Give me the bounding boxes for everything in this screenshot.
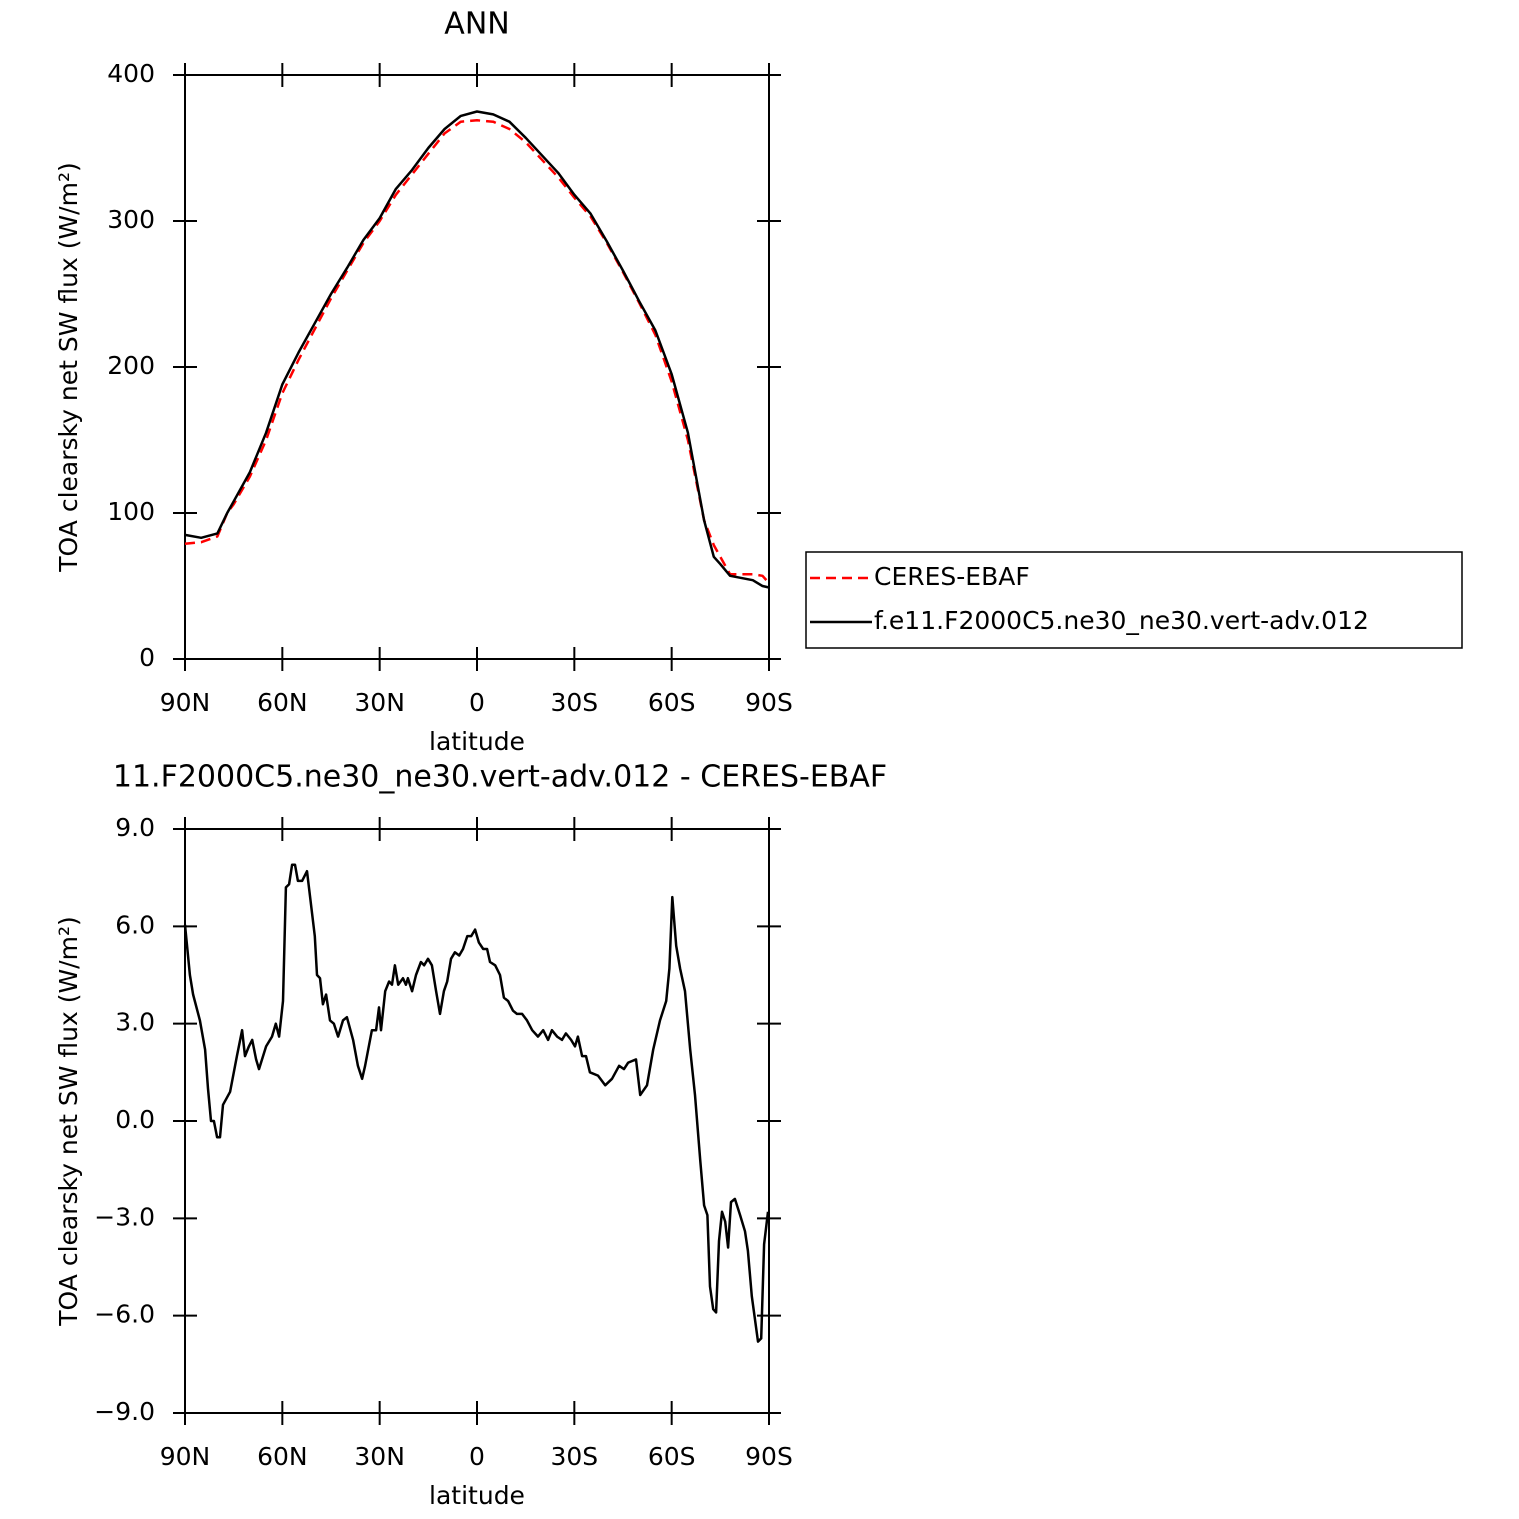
plot-frame [184,74,770,660]
x-tick-label: 90S [745,688,793,717]
data-line [184,119,770,584]
x-axis-label: latitude [429,1481,525,1510]
x-tick-label: 60N [257,1442,308,1471]
y-axis-label: TOA clearsky net SW flux (W/m²) [54,162,83,572]
y-axis-label: TOA clearsky net SW flux (W/m²) [54,916,83,1326]
data-line [184,110,770,589]
y-tick-label: 6.0 [115,910,155,939]
y-tick-label: 100 [107,497,155,526]
x-tick-label: 30N [354,688,405,717]
x-tick-label: 90N [160,1442,211,1471]
x-tick-label: 60N [257,688,308,717]
y-tick-label: 0.0 [115,1105,155,1134]
legend-label: CERES-EBAF [874,562,1030,591]
y-tick-label: 9.0 [115,813,155,842]
y-tick-label: 300 [107,205,155,234]
legend-box [805,551,1463,649]
y-tick-label: 0 [139,643,155,672]
x-tick-label: 90N [160,688,211,717]
x-tick-label: 90S [745,1442,793,1471]
x-tick-label: 30S [550,688,598,717]
chart-title: ANN [444,7,509,42]
y-tick-label: 3.0 [115,1008,155,1037]
y-tick-label: −9.0 [94,1397,155,1426]
y-tick-label: −6.0 [94,1300,155,1329]
data-line [183,863,770,1343]
y-tick-label: 200 [107,351,155,380]
plot-frame [184,828,770,1414]
chart-title: 11.F2000C5.ne30_ne30.vert-adv.012 - CERE… [113,760,887,795]
x-tick-label: 60S [648,688,696,717]
x-axis-label: latitude [429,727,525,756]
x-tick-label: 0 [469,1442,485,1471]
y-tick-label: −3.0 [94,1202,155,1231]
x-tick-label: 60S [648,1442,696,1471]
x-tick-label: 0 [469,688,485,717]
legend-label: f.e11.F2000C5.ne30_ne30.vert-adv.012 [874,606,1369,635]
x-tick-label: 30S [550,1442,598,1471]
x-tick-label: 30N [354,1442,405,1471]
y-tick-label: 400 [107,59,155,88]
